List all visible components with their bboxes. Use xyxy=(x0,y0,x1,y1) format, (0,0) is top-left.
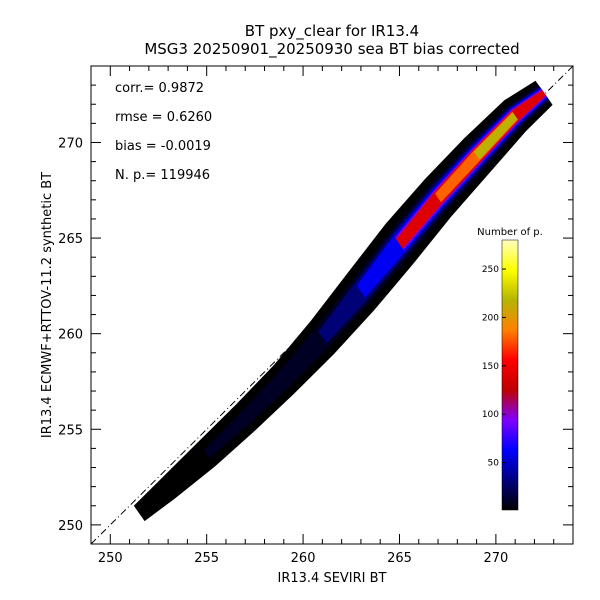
y-tick-label: 255 xyxy=(58,423,83,438)
x-axis-label: IR13.4 SEVIRI BT xyxy=(278,571,387,586)
colorbar-gradient xyxy=(501,239,519,511)
x-tick-label: 270 xyxy=(483,551,508,566)
colorbar: Number of p. 50 100 150 200 250 xyxy=(477,227,543,511)
stat-1: rmse = 0.6260 xyxy=(115,110,212,125)
stat-0: corr.= 0.9872 xyxy=(115,81,204,96)
statistics-block: corr.= 0.9872 rmse = 0.6260 bias = -0.0019… xyxy=(115,81,212,183)
stat-3: N. p.= 119946 xyxy=(115,168,210,183)
x-tick-label: 265 xyxy=(387,551,412,566)
y-tick-label: 270 xyxy=(58,136,83,151)
chart-title: BT pxy_clear for IR13.4 xyxy=(245,22,419,41)
plot-frame xyxy=(90,65,574,545)
stat-2: bias = -0.0019 xyxy=(115,139,211,154)
colorbar-tick-label: 50 xyxy=(488,459,500,469)
y-axis-label: IR13.4 ECMWF+RTTOV-11.2 synthetic BT xyxy=(40,172,55,438)
colorbar-title: Number of p. xyxy=(477,227,543,238)
colorbar-tick-label: 100 xyxy=(482,410,499,420)
x-tick-label: 260 xyxy=(291,551,316,566)
y-tick-label: 250 xyxy=(58,519,83,534)
plot-area xyxy=(91,66,573,544)
colorbar-tick-label: 200 xyxy=(482,313,499,323)
y-tick-label: 265 xyxy=(58,232,83,247)
x-tick-label: 250 xyxy=(98,551,123,566)
y-tick-label: 260 xyxy=(58,328,83,343)
colorbar-tick-label: 250 xyxy=(482,265,499,275)
axis-ticks: 250 255 260 265 270 250 255 260 265 270 xyxy=(58,65,574,566)
density-level-215 xyxy=(473,112,518,160)
colorbar-tick-label: 150 xyxy=(482,362,499,372)
x-tick-label: 255 xyxy=(194,551,219,566)
chart-subtitle: MSG3 20250901_20250930 sea BT bias corre… xyxy=(144,40,519,59)
